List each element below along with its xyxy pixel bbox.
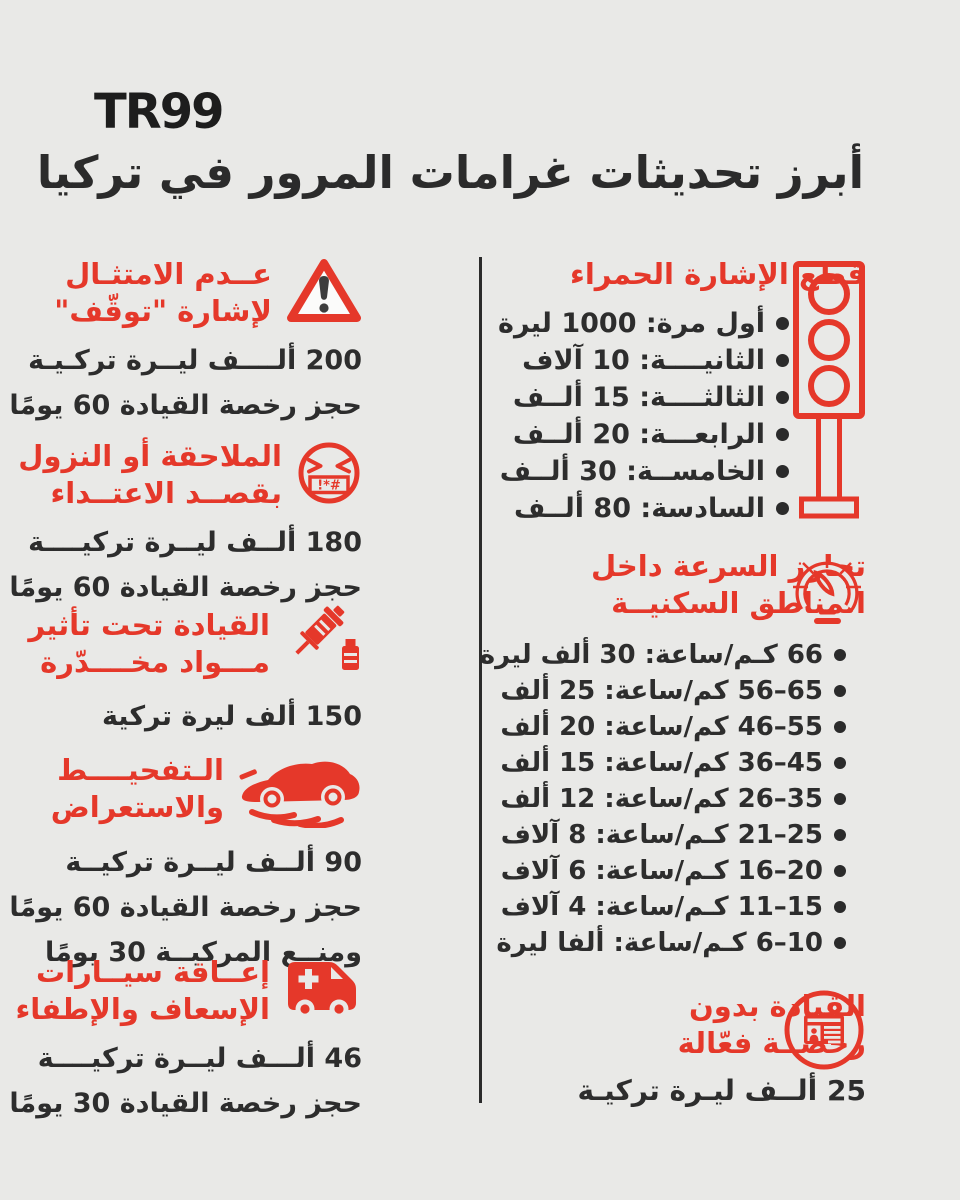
bullet-dot-icon (834, 757, 846, 769)
fine-details: 46 ألـــف ليــرة تركيــــة حجز رخصة القي… (9, 1036, 362, 1126)
fine-text: ⁦56–65⁩ كم/ساعة: 25 ألف (500, 676, 823, 706)
fine-list-item: الثالثــــة: 15 ألــف (494, 379, 789, 416)
fine-text: الثالثــــة: 15 ألــف (512, 382, 765, 413)
fine-text: أول مرة: 1000 ليرة (498, 308, 765, 339)
red-light-fine-list: أول مرة: 1000 ليرة الثانيــــة: 10 آلاف … (494, 305, 789, 527)
fine-list-item: ⁦46–55⁩ كم/ساعة: 20 ألف (494, 709, 846, 745)
brand-logo: TR99 (94, 84, 224, 140)
fine-details: 180 ألــف ليــرة تركيــــة حجز رخصة القي… (9, 520, 362, 610)
section-stop-sign: عــدم الامتثـال لإشارة "توقّف" 200 ألـــ… (9, 256, 362, 428)
section-blocking-emergency: إعــاقة سيــارات الإسعاف والإطفاء 46 ألـ… (9, 954, 362, 1126)
section-title-line: القيادة تحت تأثير (28, 608, 270, 642)
traffic-light-icon (792, 260, 866, 526)
bullet-dot-icon (834, 901, 846, 913)
bullet-dot-icon (834, 865, 846, 877)
fine-penalty: حجز رخصة القيادة 60 يومًا (9, 892, 362, 923)
section-road-rage: #*! الملاحقة أو النزول بقصــد الاعتــداء… (9, 438, 362, 610)
fine-amount: 25 ألــف ليـرة تركيـة (577, 1074, 866, 1107)
section-title-line: إعــاقة سيــارات (36, 955, 270, 989)
fine-amount: 90 ألــف ليــرة تركيــة (65, 847, 362, 878)
bullet-dot-icon (834, 721, 846, 733)
fine-list-item: ⁦11–15⁩ كـم/ساعة: 4 آلاف (494, 889, 846, 925)
bullet-dot-icon (776, 391, 789, 404)
angry-face-icon: #*! (296, 440, 362, 510)
fine-text: الرابعـــة: 20 ألــف (512, 419, 765, 450)
section-title: إعــاقة سيــارات الإسعاف والإطفاء (15, 954, 270, 1028)
fine-text: الخامســة: 30 ألــف (499, 456, 765, 487)
section-speeding: تجاوز السرعة داخل المناطق السكنيــة 66 ك… (480, 548, 866, 961)
section-title: عــدم الامتثـال لإشارة "توقّف" (54, 256, 272, 330)
bullet-dot-icon (834, 649, 846, 661)
fine-list-item: الرابعـــة: 20 ألــف (494, 416, 789, 453)
fine-list-item: ⁦21–25⁩ كـم/ساعة: 8 آلاف (494, 817, 846, 853)
section-title-line: بقصــد الاعتــداء (50, 476, 282, 510)
fine-list-item: ⁦56–65⁩ كم/ساعة: 25 ألف (494, 673, 846, 709)
fine-text: ⁦11–15⁩ كـم/ساعة: 4 آلاف (500, 892, 823, 922)
section-title: الـتفحيــــط والاستعراض (51, 752, 224, 826)
section-title: الملاحقة أو النزول بقصــد الاعتــداء (18, 438, 282, 512)
bullet-dot-icon (776, 317, 789, 330)
fine-penalty: حجز رخصة القيادة 60 يومًا (9, 572, 362, 603)
fine-penalty: حجز رخصة القيادة 60 يومًا (9, 390, 362, 421)
fine-amount: 46 ألـــف ليــرة تركيــــة (37, 1043, 362, 1074)
fine-text: ⁦21–25⁩ كـم/ساعة: 8 آلاف (500, 820, 823, 850)
fine-amount: 150 ألف ليرة تركية (101, 701, 362, 732)
section-drifting: الـتفحيــــط والاستعراض 90 ألــف ليــرة … (9, 746, 362, 975)
section-title-line: والاستعراض (50, 790, 224, 824)
ambulance-icon (284, 956, 362, 1026)
page-title: أبرز تحديثات غرامات المرور في تركيا (36, 146, 864, 199)
fine-list-item: السادسة: 80 ألــف (494, 490, 789, 527)
fine-list-item: ⁦36–45⁩ كم/ساعة: 15 ألف (494, 745, 846, 781)
fine-penalty: حجز رخصة القيادة 30 يومًا (9, 1088, 362, 1119)
speeding-fine-list: 66 كـم/ساعة: 30 ألف ليرة ⁦56–65⁩ كم/ساعة… (480, 637, 846, 961)
fine-text: الثانيــــة: 10 آلاف (522, 345, 765, 376)
bullet-dot-icon (776, 428, 789, 441)
section-title-line: الـتفحيــــط (57, 753, 224, 787)
license-card-icon (782, 988, 866, 1076)
section-title-line: لإشارة "توقّف" (54, 294, 272, 328)
fine-list-item: ⁦6–10⁩ كـم/ساعة: ألفا ليرة (494, 925, 846, 961)
fine-list-item: ⁦16–20⁩ كـم/ساعة: 6 آلاف (494, 853, 846, 889)
section-red-light: قطع الإشارة الحمراء أول مرة: 1000 ليرة ا… (494, 256, 866, 527)
fine-text: ⁦36–45⁩ كم/ساعة: 15 ألف (500, 748, 823, 778)
column-divider (479, 257, 482, 1103)
bullet-dot-icon (776, 502, 789, 515)
fine-text: 66 كـم/ساعة: 30 ألف ليرة (479, 640, 823, 670)
fine-list-item: 66 كـم/ساعة: 30 ألف ليرة (480, 637, 846, 673)
fine-amount: 200 ألــــف ليــرة تركـيـة (28, 345, 362, 376)
fine-list-item: ⁦26–35⁩ كم/ساعة: 12 ألف (494, 781, 846, 817)
section-title: القيادة تحت تأثير مـــواد مخــــدّرة (28, 607, 270, 681)
section-no-license: القيادة بدون رخصــة فعّالة 25 ألــف ليـر… (494, 988, 866, 1108)
fine-list-item: الخامســة: 30 ألــف (494, 453, 789, 490)
bullet-dot-icon (834, 793, 846, 805)
fine-text: ⁦6–10⁩ كـم/ساعة: ألفا ليرة (496, 928, 823, 958)
fine-text: ⁦16–20⁩ كـم/ساعة: 6 آلاف (500, 856, 823, 886)
bullet-dot-icon (776, 465, 789, 478)
bullet-dot-icon (834, 829, 846, 841)
bullet-dot-icon (776, 354, 789, 367)
bullet-dot-icon (834, 937, 846, 949)
syringe-icon (284, 602, 362, 686)
fine-details: 200 ألــــف ليــرة تركـيـة حجز رخصة القي… (9, 338, 362, 428)
fine-list-item: الثانيــــة: 10 آلاف (494, 342, 789, 379)
section-title-line: الإسعاف والإطفاء (15, 992, 270, 1026)
fine-text: ⁦46–55⁩ كم/ساعة: 20 ألف (500, 712, 823, 742)
drifting-car-icon (238, 746, 362, 832)
section-title-line: عــدم الامتثـال (65, 257, 272, 291)
fine-details: 150 ألف ليرة تركية (94, 694, 362, 739)
speedometer-icon (792, 554, 862, 634)
warning-triangle-icon (286, 257, 362, 329)
fine-amount: 180 ألــف ليــرة تركيــــة (28, 527, 362, 558)
section-title-line: الملاحقة أو النزول (18, 439, 282, 473)
bullet-dot-icon (834, 685, 846, 697)
fine-details: 90 ألــف ليــرة تركيــة حجز رخصة القيادة… (9, 840, 362, 975)
section-drugs: القيادة تحت تأثير مـــواد مخــــدّرة 150… (28, 602, 362, 739)
fine-list-item: أول مرة: 1000 ليرة (494, 305, 789, 342)
fine-text: السادسة: 80 ألــف (514, 493, 765, 524)
fine-text: ⁦26–35⁩ كم/ساعة: 12 ألف (500, 784, 823, 814)
svg-text:#*!: #*! (317, 479, 341, 494)
section-title-line: مـــواد مخــــدّرة (40, 645, 270, 679)
